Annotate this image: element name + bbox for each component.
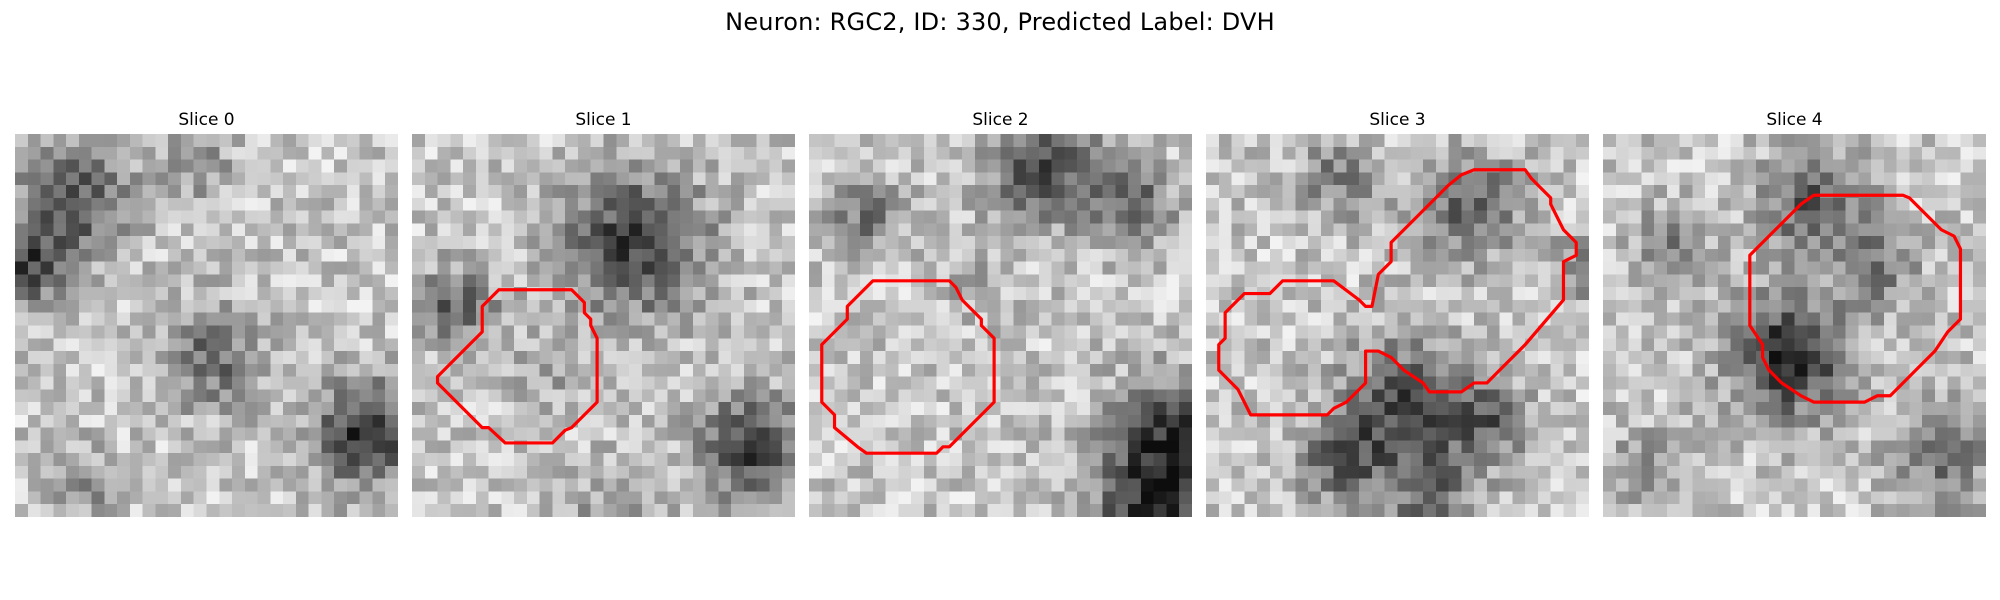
slice-title: Slice 2 [972,110,1029,130]
slice-image [15,134,398,517]
roi-outline [435,288,599,445]
slice-panel-0: Slice 0 [15,110,398,519]
slice-title: Slice 4 [1766,110,1823,130]
roi-outline [820,279,996,455]
slice-panel-2: Slice 2 [809,110,1192,519]
slice-title: Slice 0 [178,110,235,130]
slice-image [809,134,1192,517]
roi-outline [1748,193,1963,404]
slice-panel-4: Slice 4 [1603,110,1986,519]
slice-image [1206,134,1589,517]
figure-title: Neuron: RGC2, ID: 330, Predicted Label: … [725,8,1275,36]
slice-image [1603,134,1986,517]
slice-title: Slice 3 [1369,110,1426,130]
slice-panel-3: Slice 3 [1206,110,1589,519]
slice-panel-1: Slice 1 [412,110,795,519]
slice-title: Slice 1 [575,110,632,130]
slice-image [412,134,795,517]
roi-outline [1217,168,1578,417]
